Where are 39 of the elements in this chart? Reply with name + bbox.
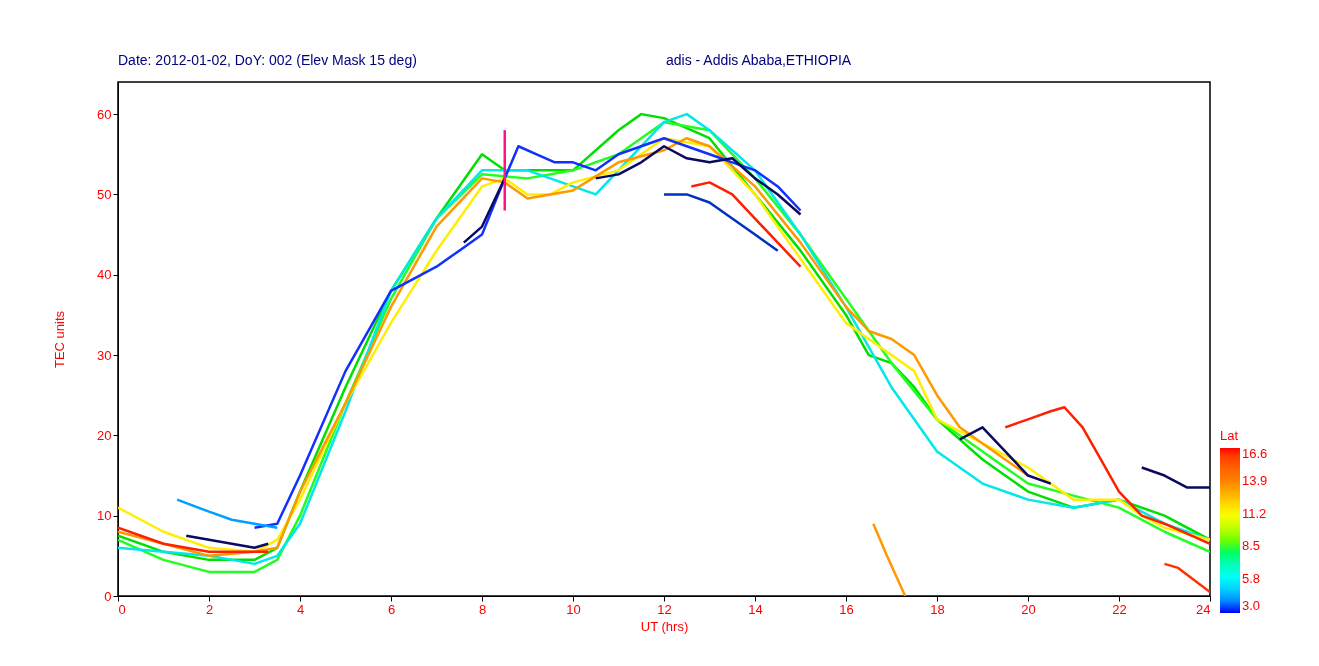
line-series [690, 181, 802, 268]
x-axis-title: UT (hrs) [640, 618, 689, 634]
x-tick-label: 18 [930, 601, 945, 617]
x-tick-label: 16 [839, 601, 854, 617]
color-bar-label: 11.2 [1242, 505, 1267, 521]
color-bar-label: 5.8 [1242, 571, 1261, 587]
x-tick-label: 4 [296, 601, 305, 617]
color-bar-label: 13.9 [1242, 472, 1268, 488]
color-bar-title: Lat [1220, 428, 1239, 443]
y-axis-title: TEC units [52, 310, 68, 369]
y-tick-label: 30 [97, 347, 112, 363]
color-bar-label: 8.5 [1242, 538, 1261, 554]
y-tick-label: 0 [104, 588, 112, 604]
x-tick-label: 12 [657, 601, 672, 617]
y-tick-label: 60 [97, 106, 112, 122]
x-tick-label: 22 [1112, 601, 1127, 617]
x-tick-label: 14 [748, 601, 763, 617]
chart-subtitle: adis - Addis Ababa,ETHIOPIA [666, 52, 852, 68]
chart-title: Date: 2012-01-02, DoY: 002 (Elev Mask 15 deg) [118, 52, 417, 68]
line-series [1004, 406, 1210, 546]
x-tick-label: 10 [566, 601, 581, 617]
y-tick-label: 50 [97, 186, 112, 202]
line-series [594, 145, 802, 216]
x-tick-label: 0 [118, 601, 126, 617]
color-bar-label: 16.6 [1242, 446, 1268, 461]
y-tick-label: 20 [97, 427, 112, 443]
y-tick-label: 10 [97, 508, 112, 524]
x-tick-label: 8 [478, 601, 487, 617]
color-bar-label: 3.0 [1242, 598, 1261, 613]
line-series [958, 426, 1052, 485]
line-series [175, 498, 279, 529]
x-tick-label: 24 [1196, 601, 1211, 617]
line-series [185, 534, 270, 550]
line-series [662, 193, 779, 252]
y-tick-label: 40 [97, 267, 112, 283]
line-series [253, 136, 802, 529]
x-tick-label: 6 [387, 601, 396, 617]
x-tick-label: 20 [1021, 601, 1036, 617]
x-tick-label: 2 [205, 601, 214, 617]
